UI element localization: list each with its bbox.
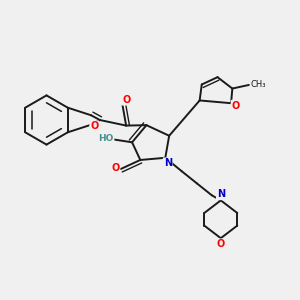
Text: CH₃: CH₃ bbox=[251, 80, 266, 89]
Text: O: O bbox=[111, 164, 119, 173]
Text: N: N bbox=[164, 158, 172, 168]
Text: O: O bbox=[231, 100, 240, 111]
Text: O: O bbox=[217, 239, 225, 249]
Text: O: O bbox=[90, 121, 98, 131]
Text: HO: HO bbox=[98, 134, 114, 143]
Text: O: O bbox=[122, 95, 130, 105]
Text: N: N bbox=[217, 189, 225, 200]
